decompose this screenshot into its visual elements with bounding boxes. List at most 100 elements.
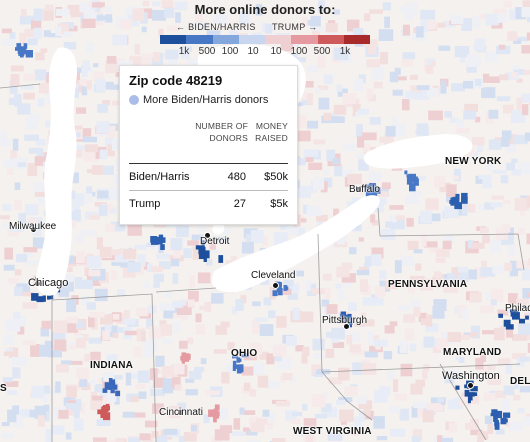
zip-patch <box>18 212 26 224</box>
zip-patch <box>20 85 34 90</box>
zip-patch <box>341 273 356 283</box>
city-label-pittsburgh[interactable]: Pittsburgh <box>322 315 368 326</box>
zip-patch <box>321 403 332 413</box>
zip-patch <box>97 190 109 199</box>
zip-patch <box>7 390 18 395</box>
zip-patch <box>364 351 378 358</box>
city-label-milwaukee[interactable]: Milwaukee <box>9 221 57 232</box>
zip-patch <box>153 273 164 283</box>
city-label-chicago[interactable]: Chicago <box>28 277 69 289</box>
zip-patch <box>393 379 399 392</box>
zip-patch <box>418 312 427 323</box>
zip-patch-hot <box>15 47 21 51</box>
zip-patch <box>307 120 319 129</box>
zip-patch <box>392 89 403 96</box>
city-marker-detroit <box>204 232 211 239</box>
zip-patch <box>17 325 25 335</box>
zip-patch <box>306 283 317 296</box>
zip-patch <box>526 13 530 23</box>
zip-patch <box>75 145 85 151</box>
zip-patch <box>214 236 229 243</box>
zip-patch <box>364 13 371 22</box>
zip-patch <box>496 96 511 102</box>
city-label-washington[interactable]: Washington <box>442 370 500 382</box>
zip-patch <box>518 323 530 335</box>
zip-patch <box>117 289 125 297</box>
zip-patch-hot <box>236 358 242 362</box>
zip-patch <box>492 265 504 274</box>
zip-patch <box>518 162 530 175</box>
zip-patch <box>249 389 257 397</box>
zip-patch <box>164 7 175 18</box>
zip-patch <box>39 82 51 94</box>
zip-patch-hot <box>525 315 529 320</box>
zip-patch <box>253 362 264 375</box>
zip-patch-hot <box>232 365 236 371</box>
zip-patch <box>103 440 116 442</box>
zip-patch <box>205 390 220 396</box>
zip-patch <box>497 11 508 23</box>
zip-patch-hot <box>498 313 503 318</box>
zip-patch <box>127 262 141 273</box>
zip-patch <box>504 262 512 272</box>
zip-patch <box>75 251 85 263</box>
zip-patch-hot <box>108 378 113 386</box>
zip-patch <box>408 280 415 294</box>
zip-patch <box>368 335 380 340</box>
zip-patch <box>333 208 339 221</box>
zip-patch <box>27 260 42 266</box>
zip-patch <box>76 320 85 329</box>
zip-patch <box>443 20 456 28</box>
zip-patch <box>443 234 454 242</box>
zip-patch <box>99 390 111 398</box>
zip-patch <box>149 368 158 380</box>
zip-patch <box>14 269 22 276</box>
zip-patch <box>162 378 178 388</box>
zip-patch <box>106 392 117 402</box>
zip-patch <box>448 422 458 433</box>
zip-patch <box>217 407 228 420</box>
zip-patch <box>497 358 511 365</box>
zip-patch <box>33 182 45 192</box>
zip-patch <box>433 299 447 311</box>
zip-patch <box>380 52 388 65</box>
zip-patch <box>34 69 47 81</box>
zip-patch <box>516 357 525 367</box>
zip-patch <box>70 149 83 158</box>
zip-patch-hot <box>502 412 511 418</box>
zip-patch <box>5 319 21 332</box>
zip-patch <box>23 73 36 82</box>
city-label-detroit[interactable]: Detroit <box>200 236 230 247</box>
zip-patch-hot <box>339 317 347 323</box>
zip-patch <box>99 149 108 160</box>
zip-patch <box>32 237 45 249</box>
city-label-philadelphia[interactable]: Philad <box>505 303 530 314</box>
zip-patch-hot <box>199 251 207 256</box>
zip-patch <box>63 42 77 50</box>
zip-patch <box>434 176 445 188</box>
zip-patch <box>437 22 446 28</box>
zip-patch <box>337 289 345 301</box>
zip-patch <box>354 416 361 427</box>
zip-patch <box>162 386 174 394</box>
zip-patch <box>511 72 517 78</box>
city-label-buffalo[interactable]: Buffalo <box>349 184 380 195</box>
zip-patch <box>76 367 89 380</box>
city-label-cleveland[interactable]: Cleveland <box>251 270 296 281</box>
city-marker-cleveland <box>272 282 279 289</box>
zip-patch <box>473 16 481 29</box>
zip-patch <box>2 203 12 211</box>
zip-patch-hot <box>494 419 499 427</box>
zip-patch <box>360 319 375 327</box>
zip-patch <box>37 98 45 107</box>
state-label-delaware-partial: DELA <box>510 376 530 387</box>
zip-patch <box>86 302 96 310</box>
zip-patch <box>45 429 52 442</box>
zip-patch <box>333 104 347 115</box>
zip-patch <box>175 12 181 23</box>
zip-patch <box>194 366 205 373</box>
table-header-rule <box>129 163 288 164</box>
zip-patch-hot <box>213 414 217 423</box>
zip-patch <box>463 81 474 89</box>
city-label-cincinnati[interactable]: Cincinnati <box>159 407 203 418</box>
